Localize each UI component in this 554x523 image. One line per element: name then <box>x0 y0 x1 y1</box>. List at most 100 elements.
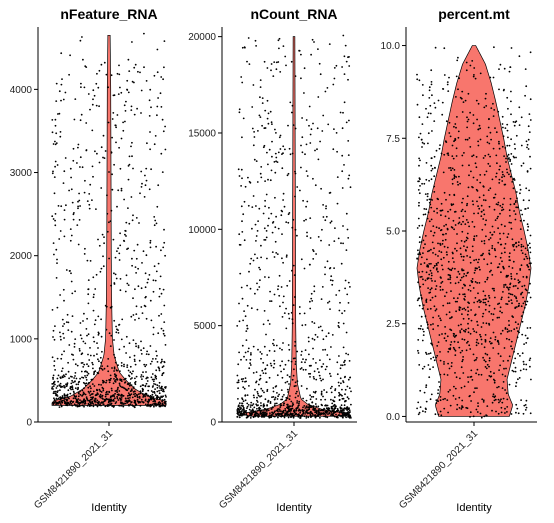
cell-point <box>474 269 477 272</box>
cell-point <box>91 383 94 385</box>
cell-point <box>238 404 240 407</box>
cell-point <box>530 378 532 381</box>
cell-point <box>420 315 423 318</box>
panel-2: nCount_RNA05000100001500020000GSM8421890… <box>188 6 357 514</box>
cell-point <box>336 361 339 364</box>
cell-point <box>512 370 515 373</box>
cell-point <box>453 174 456 177</box>
cell-point <box>445 198 447 201</box>
cell-point <box>283 402 285 405</box>
cell-point <box>296 234 298 237</box>
cell-point <box>63 323 66 325</box>
cell-point <box>80 113 83 116</box>
cell-point <box>252 345 255 348</box>
cell-point <box>116 250 118 253</box>
cell-point <box>90 404 93 407</box>
cell-point <box>449 343 452 346</box>
cell-point <box>337 237 340 240</box>
cell-point <box>155 245 158 248</box>
cell-point <box>447 390 450 393</box>
cell-point <box>260 387 263 390</box>
cell-point <box>429 368 431 371</box>
cell-point <box>309 300 311 303</box>
cell-point <box>292 416 295 418</box>
cell-point <box>442 233 445 236</box>
cell-point <box>292 264 295 267</box>
cell-point <box>475 357 478 359</box>
cell-point <box>417 281 419 284</box>
cell-point <box>250 404 252 406</box>
cell-point <box>424 279 427 282</box>
cell-point <box>102 255 104 258</box>
cell-point <box>79 390 81 393</box>
cell-point <box>449 276 452 279</box>
cell-point <box>79 119 82 122</box>
cell-point <box>442 398 445 401</box>
cell-point <box>350 390 352 393</box>
cell-point <box>418 157 420 160</box>
cell-point <box>430 169 433 172</box>
cell-point <box>268 415 270 418</box>
cell-point <box>158 385 161 387</box>
cell-point <box>80 337 83 340</box>
cell-point <box>451 251 454 254</box>
cell-point <box>430 178 433 181</box>
cell-point <box>522 302 525 305</box>
cell-point <box>515 385 517 388</box>
cell-point <box>236 411 239 414</box>
cell-point <box>311 405 313 408</box>
cell-point <box>427 142 429 145</box>
cell-point <box>421 367 424 370</box>
cell-point <box>275 160 277 163</box>
cell-point <box>272 415 275 418</box>
cell-point <box>123 345 125 348</box>
cell-point <box>110 151 113 154</box>
cell-point <box>472 114 475 116</box>
cell-point <box>519 192 521 195</box>
cell-point <box>345 60 348 63</box>
cell-point <box>308 372 310 375</box>
cell-point <box>429 307 432 310</box>
cell-point <box>434 413 437 416</box>
cell-point <box>71 379 73 382</box>
cell-point <box>300 144 302 147</box>
cell-point <box>260 256 262 259</box>
cell-point <box>527 265 529 268</box>
cell-point <box>57 113 59 115</box>
cell-point <box>55 393 57 395</box>
cell-point <box>482 199 485 201</box>
cell-point <box>452 157 455 160</box>
cell-point <box>445 232 447 235</box>
cell-point <box>291 407 294 410</box>
cell-point <box>488 310 491 313</box>
cell-point <box>454 247 456 250</box>
cell-point <box>417 327 420 330</box>
cell-point <box>309 376 311 378</box>
cell-point <box>520 238 523 240</box>
cell-point <box>477 140 479 143</box>
cell-point <box>126 248 128 251</box>
cell-point <box>153 405 155 408</box>
cell-point <box>107 393 109 396</box>
cell-point <box>490 107 493 109</box>
cell-point <box>485 235 487 238</box>
cell-point <box>241 136 243 139</box>
cell-point <box>442 239 444 242</box>
cell-point <box>527 138 530 141</box>
cell-point <box>506 286 508 289</box>
cell-point <box>502 173 504 176</box>
cell-point <box>294 127 297 130</box>
cell-point <box>90 393 93 396</box>
cell-point <box>441 243 444 245</box>
cell-point <box>267 122 270 125</box>
cell-point <box>467 271 469 274</box>
cell-point <box>304 153 306 156</box>
cell-point <box>512 285 515 288</box>
cell-point <box>480 210 483 213</box>
cell-point <box>115 389 118 392</box>
cell-point <box>260 402 262 404</box>
cell-point <box>238 108 241 111</box>
cell-point <box>510 100 512 103</box>
cell-point <box>512 362 515 364</box>
cell-point <box>510 221 512 224</box>
